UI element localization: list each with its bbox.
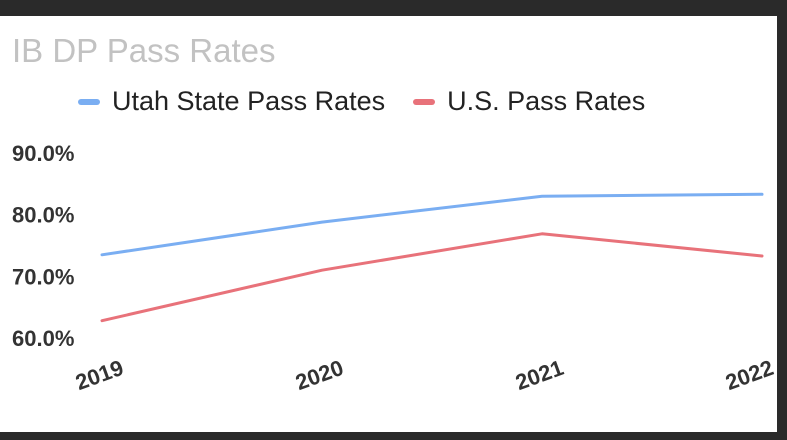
- chart-legend: Utah State Pass Rates U.S. Pass Rates: [78, 86, 673, 117]
- frame-right-border: [777, 0, 787, 440]
- legend-item-us: U.S. Pass Rates: [413, 86, 645, 117]
- x-tick-label: 2021: [512, 355, 567, 395]
- chart-title: IB DP Pass Rates: [12, 32, 276, 69]
- x-tick-label: 2020: [292, 355, 347, 395]
- legend-swatch-utah: [78, 98, 100, 105]
- frame-top-border: [0, 0, 787, 16]
- series-line-utah: [100, 192, 764, 257]
- legend-item-utah: Utah State Pass Rates: [78, 86, 385, 117]
- y-tick-label: 60.0%: [12, 326, 74, 351]
- series-line-us: [100, 232, 764, 323]
- x-tick-label: 2019: [72, 355, 127, 395]
- legend-label-utah: Utah State Pass Rates: [112, 86, 386, 116]
- legend-label-us: U.S. Pass Rates: [447, 86, 646, 116]
- x-tick-label: 2022: [722, 355, 777, 395]
- frame-bottom-border: [0, 432, 787, 440]
- legend-swatch-us: [413, 98, 436, 105]
- y-tick-label: 90.0%: [12, 141, 74, 166]
- y-tick-label: 70.0%: [12, 264, 74, 289]
- y-tick-label: 80.0%: [12, 203, 74, 228]
